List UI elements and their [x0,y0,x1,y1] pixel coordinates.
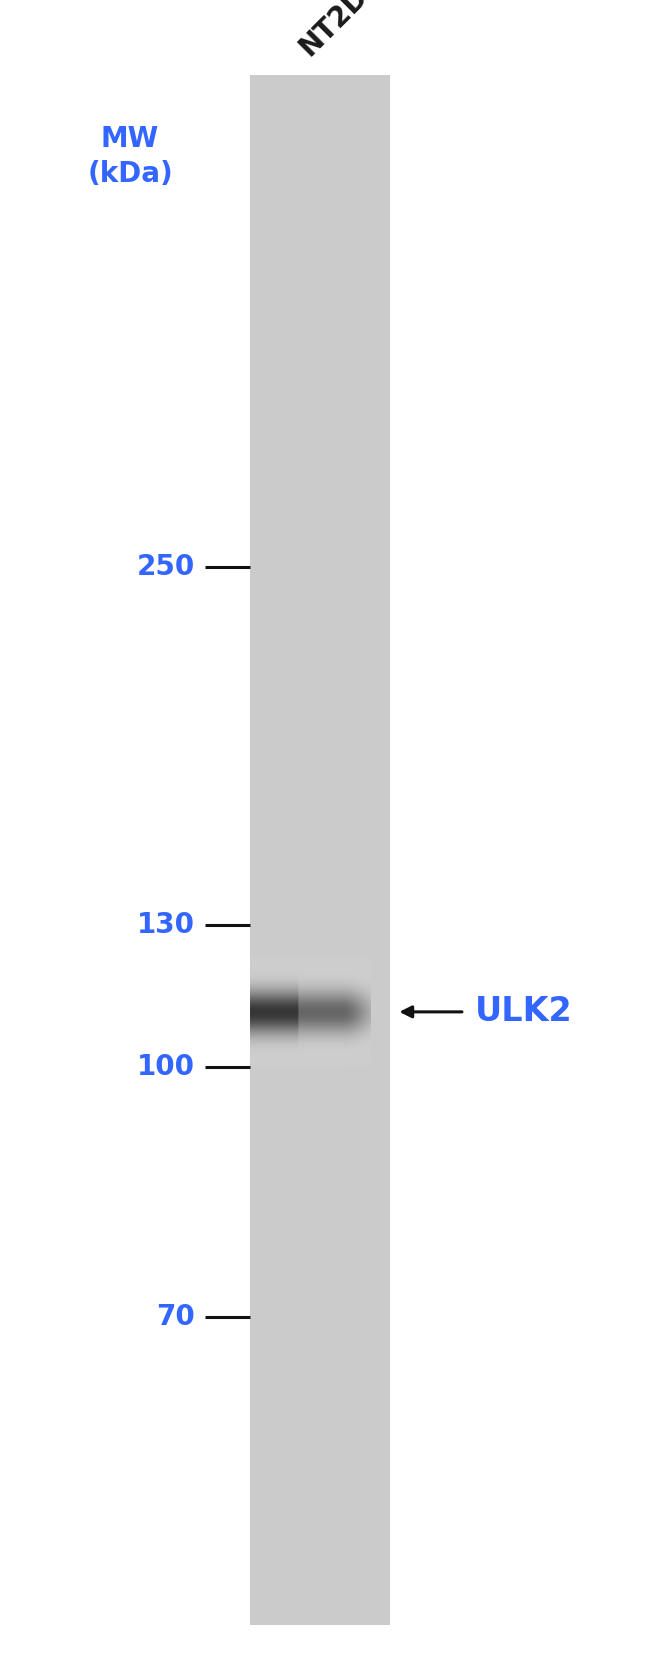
Text: ULK2: ULK2 [474,995,572,1029]
Bar [250,75,390,1625]
Text: 250: 250 [136,553,195,580]
Text: MW
(kDa): MW (kDa) [87,125,173,188]
Text: 70: 70 [156,1304,195,1330]
Text: 100: 100 [137,1054,195,1080]
Text: 130: 130 [137,912,195,939]
Text: NT2D1: NT2D1 [294,0,387,62]
